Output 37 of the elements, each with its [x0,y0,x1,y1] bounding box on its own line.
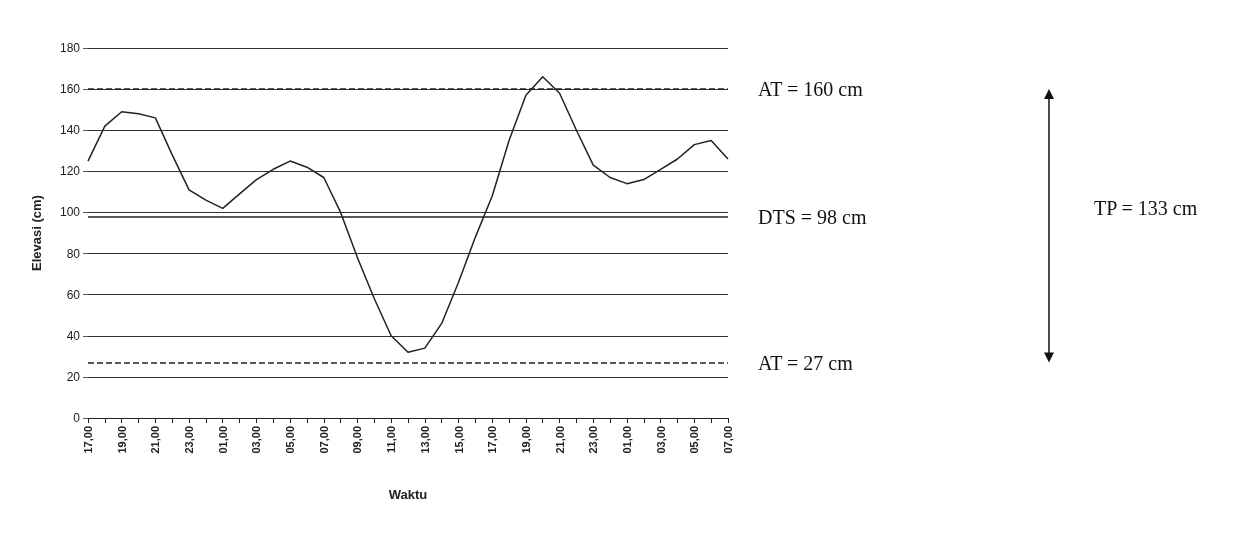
y-tick-label: 120 [59,164,81,179]
y-tick-label: 80 [66,246,81,261]
ref-line-label: DTS = 98 cm [758,205,867,228]
line-series [87,76,729,353]
text: TP = 133 cm [1093,197,1198,219]
y-tick-label: 100 [59,205,81,220]
x-tick-label: 03,00 [250,426,263,454]
x-tick-label: 05,00 [688,426,701,454]
x-tick-label: 23,00 [587,426,600,454]
y-tick-label: 40 [66,328,81,343]
x-tick-label: 23,00 [183,426,196,454]
y-tick-label: 140 [59,123,81,138]
ref-line-label: AT = 160 cm [758,78,864,101]
y-tick-label: 0 [73,411,81,425]
y-tick-label: 180 [59,41,81,55]
x-tick-label: 19,00 [519,426,532,454]
x-tick-label: 15,00 [452,426,465,454]
x-tick-label: 07,00 [317,426,330,454]
x-tick-label: 21,00 [149,426,162,454]
ref-line-label: AT = 27 cm [758,351,854,374]
x-tick-label: 05,00 [284,426,297,454]
y-tick-label: 20 [66,369,81,384]
x-tick-label: 13,00 [418,426,431,454]
x-tick-label: 09,00 [351,426,364,454]
x-axis-title: Waktu [388,487,428,502]
y-tick-label: 160 [59,82,81,97]
x-tick-label: 01,00 [620,426,633,454]
x-tick-label: 17,00 [486,426,499,454]
x-tick-label: 21,00 [553,426,566,454]
x-tick-label: 19,00 [115,426,128,454]
x-tick-label: 01,00 [216,426,229,454]
x-tick-label: 17,00 [82,426,94,454]
y-axis-title: Elevasi (cm) [29,195,44,271]
x-tick-label: 11,00 [385,426,398,453]
y-tick-label: 60 [66,287,81,302]
x-tick-label: 03,00 [654,426,667,454]
x-tick-label: 07,00 [722,426,734,454]
